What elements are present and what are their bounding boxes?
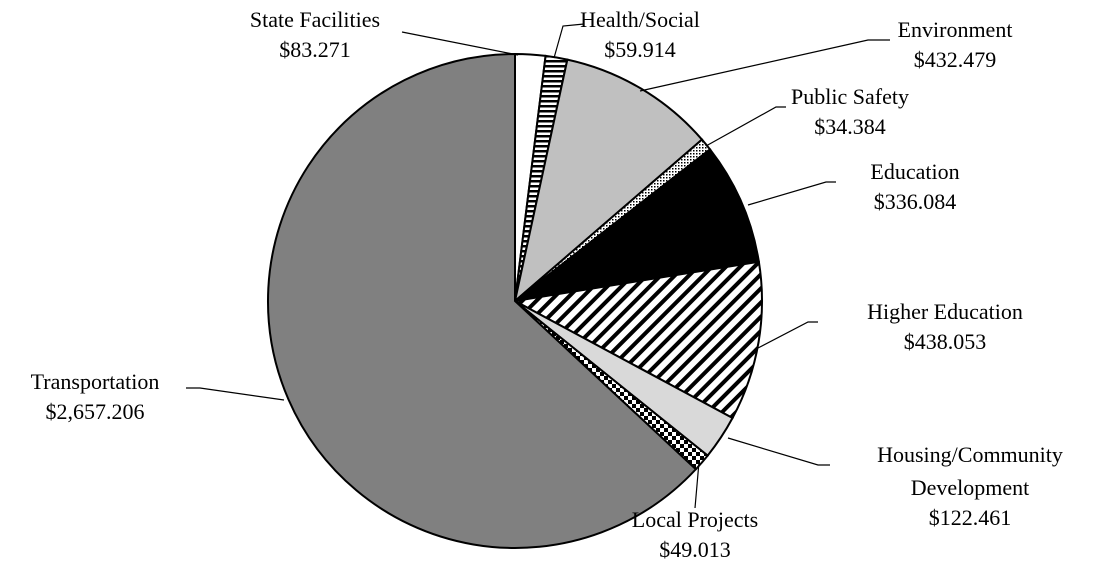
pie-slice xyxy=(513,58,704,304)
leader-line xyxy=(401,31,519,56)
pie-slice xyxy=(514,147,761,302)
value-label: $2,657.206 xyxy=(46,399,145,424)
value-label: $336.084 xyxy=(874,189,957,214)
labels: State Facilities $83.271 Health/Social $59.… xyxy=(31,7,1063,562)
category-label: Higher Education xyxy=(867,299,1023,324)
leader-line xyxy=(757,321,818,349)
leader-line xyxy=(553,23,585,59)
value-label: $34.384 xyxy=(814,114,886,139)
leader-line xyxy=(186,387,285,401)
value-label: $122.461 xyxy=(929,505,1012,530)
category-label: Education xyxy=(870,159,959,184)
value-label: $59.914 xyxy=(604,37,676,62)
leader-line xyxy=(694,461,700,509)
category-label: Public Safety xyxy=(791,84,909,109)
category-label: Health/Social xyxy=(580,7,700,32)
leader-line xyxy=(639,39,890,92)
pie-slice xyxy=(511,260,763,420)
category-label: State Facilities xyxy=(250,7,380,32)
value-label: $432.479 xyxy=(914,47,997,72)
leader-line xyxy=(747,181,836,206)
value-label: $49.013 xyxy=(659,537,731,562)
value-label: $83.271 xyxy=(279,37,351,62)
pie xyxy=(267,52,763,549)
category-label: Transportation xyxy=(31,369,160,394)
category-label: Environment xyxy=(898,17,1013,42)
leader-line xyxy=(705,106,786,147)
pie-slice xyxy=(267,52,698,549)
value-label: $438.053 xyxy=(904,329,987,354)
leader-line xyxy=(727,437,830,466)
category-label: Local Projects xyxy=(632,507,758,532)
category-label: Housing/Community Development xyxy=(877,442,1063,500)
